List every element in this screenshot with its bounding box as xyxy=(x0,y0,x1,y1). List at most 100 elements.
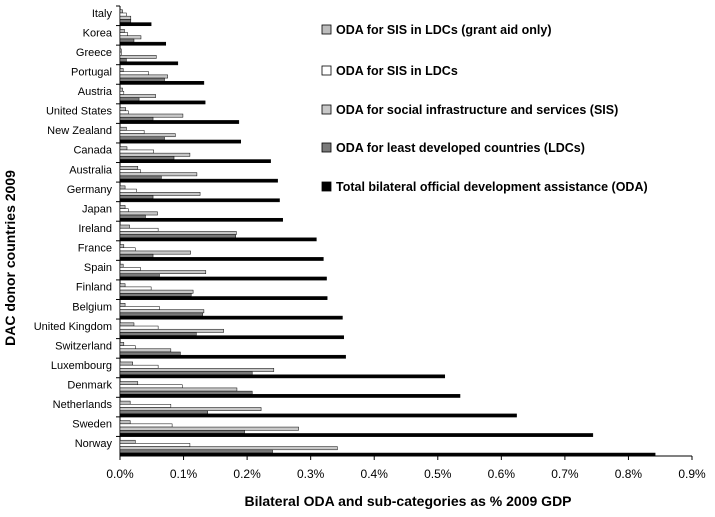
bar-korea-series-0 xyxy=(119,29,125,33)
bar-norway-series-0 xyxy=(119,439,136,444)
bar-sweden-series-4 xyxy=(119,433,594,437)
bar-france-series-4 xyxy=(119,257,324,261)
bar-greece-series-4 xyxy=(119,61,179,66)
legend-swatch xyxy=(321,142,332,153)
x-tick-label: 0.7% xyxy=(551,467,579,481)
category-label: New Zealand xyxy=(47,125,112,137)
x-tick-label: 0.2% xyxy=(233,467,261,481)
bar-new-zealand-series-2 xyxy=(119,133,176,138)
legend-label: ODA for SIS in LDCs xyxy=(336,64,458,78)
category-label: Netherlands xyxy=(53,399,113,411)
bar-ireland-series-1 xyxy=(119,227,159,232)
bar-austria-series-4 xyxy=(119,100,206,105)
bar-greece-series-1 xyxy=(119,51,122,56)
bar-canada-series-2 xyxy=(119,152,191,157)
bar-new-zealand-series-1 xyxy=(119,130,145,134)
bar-spain-series-0 xyxy=(119,263,124,268)
x-tick-label: 0.1% xyxy=(170,467,198,481)
bar-denmark-series-0 xyxy=(119,381,139,385)
bar-spain-series-4 xyxy=(119,276,327,281)
bar-united-kingdom-series-1 xyxy=(119,325,159,330)
bar-japan-series-1 xyxy=(119,208,129,213)
bar-australia-series-3 xyxy=(119,175,162,180)
legend-label: Total bilateral official development ass… xyxy=(336,180,648,194)
bar-norway-series-3 xyxy=(119,449,273,454)
category-label: Greece xyxy=(76,47,112,59)
bar-austria-series-0 xyxy=(119,87,123,92)
bar-united-kingdom-series-0 xyxy=(119,322,135,327)
bar-italy-series-0 xyxy=(119,9,123,14)
x-tick-label: 0.6% xyxy=(488,467,516,481)
category-label: Switzerland xyxy=(55,340,112,352)
bar-austria-series-2 xyxy=(119,94,156,98)
bar-norway-series-4 xyxy=(119,452,656,457)
x-tick-label: 0.0% xyxy=(106,467,134,481)
bar-australia-series-4 xyxy=(119,178,278,183)
bar-austria-series-1 xyxy=(119,90,125,95)
bar-switzerland-series-4 xyxy=(119,354,346,359)
x-tick-label: 0.5% xyxy=(424,467,452,481)
x-tick-labels: 0.0% 0.1% 0.2% 0.3% 0.4% 0.5% 0.6% 0.7% 0.8% 0.9% xyxy=(106,456,706,481)
category-label: Korea xyxy=(83,27,113,39)
bar-australia-series-2 xyxy=(119,172,198,177)
category-label: Italy xyxy=(92,8,113,20)
bar-japan-series-3 xyxy=(119,214,146,219)
bar-australia-series-1 xyxy=(119,169,141,173)
category-label: Japan xyxy=(82,203,112,215)
bar-luxembourg-series-1 xyxy=(119,364,159,369)
bar-italy-series-2 xyxy=(119,15,132,20)
bar-united-states-series-3 xyxy=(119,116,154,121)
bar-belgium-series-2 xyxy=(119,309,205,314)
bar-finland-series-0 xyxy=(119,283,126,288)
bar-japan-series-0 xyxy=(119,205,126,209)
bar-finland-series-3 xyxy=(119,293,192,297)
bar-france-series-1 xyxy=(119,247,136,252)
bar-korea-series-2 xyxy=(119,35,142,40)
bar-new-zealand-series-0 xyxy=(119,126,127,131)
category-label: Portugal xyxy=(71,66,112,78)
bar-germany-series-1 xyxy=(119,188,137,193)
legend-label: ODA for least developed countries (LDCs) xyxy=(336,141,585,155)
category-label: Norway xyxy=(75,438,113,450)
x-tick-label: 0.3% xyxy=(297,467,325,481)
bar-united-kingdom-series-2 xyxy=(119,328,224,333)
bar-greece-series-0 xyxy=(119,48,122,53)
bar-luxembourg-series-3 xyxy=(119,371,253,376)
x-tick-label: 0.9% xyxy=(678,467,706,481)
y-axis-title: DAC donor countries 2009 xyxy=(2,170,18,346)
category-label: Australia xyxy=(69,164,113,176)
category-label: Ireland xyxy=(78,223,112,235)
category-label: Sweden xyxy=(72,419,112,431)
bar-spain-series-2 xyxy=(119,270,207,274)
legend-label: ODA for SIS in LDCs (grant aid only) xyxy=(336,23,552,37)
bar-sweden-series-3 xyxy=(119,430,245,434)
bar-finland-series-4 xyxy=(119,296,328,300)
bar-portugal-series-4 xyxy=(119,81,205,85)
bar-denmark-series-2 xyxy=(119,387,238,392)
bar-korea-series-4 xyxy=(119,41,167,46)
category-label: United Kingdom xyxy=(34,321,112,333)
bar-japan-series-2 xyxy=(119,211,158,216)
bar-denmark-series-4 xyxy=(119,394,461,398)
legend-swatch xyxy=(321,24,332,35)
bar-norway-series-2 xyxy=(119,446,338,451)
bar-portugal-series-2 xyxy=(119,74,168,79)
x-axis-title: Bilateral ODA and sub-categories as % 20… xyxy=(244,493,571,509)
bar-united-states-series-4 xyxy=(119,120,240,124)
category-label: Austria xyxy=(78,86,113,98)
bar-netherlands-series-4 xyxy=(119,413,517,418)
legend: ODA for SIS in LDCs (grant aid only) ODA … xyxy=(321,23,648,194)
bars-layer xyxy=(119,9,656,457)
bar-norway-series-1 xyxy=(119,443,191,447)
bar-belgium-series-3 xyxy=(119,312,203,317)
bar-finland-series-1 xyxy=(119,286,152,291)
bar-canada-series-3 xyxy=(119,156,175,160)
bar-new-zealand-series-3 xyxy=(119,136,165,141)
bar-switzerland-series-0 xyxy=(119,342,125,346)
bar-luxembourg-series-4 xyxy=(119,374,446,379)
bar-sweden-series-0 xyxy=(119,420,131,425)
category-label: Luxembourg xyxy=(51,360,112,372)
bar-portugal-series-0 xyxy=(119,68,124,72)
category-label: Denmark xyxy=(67,380,112,392)
